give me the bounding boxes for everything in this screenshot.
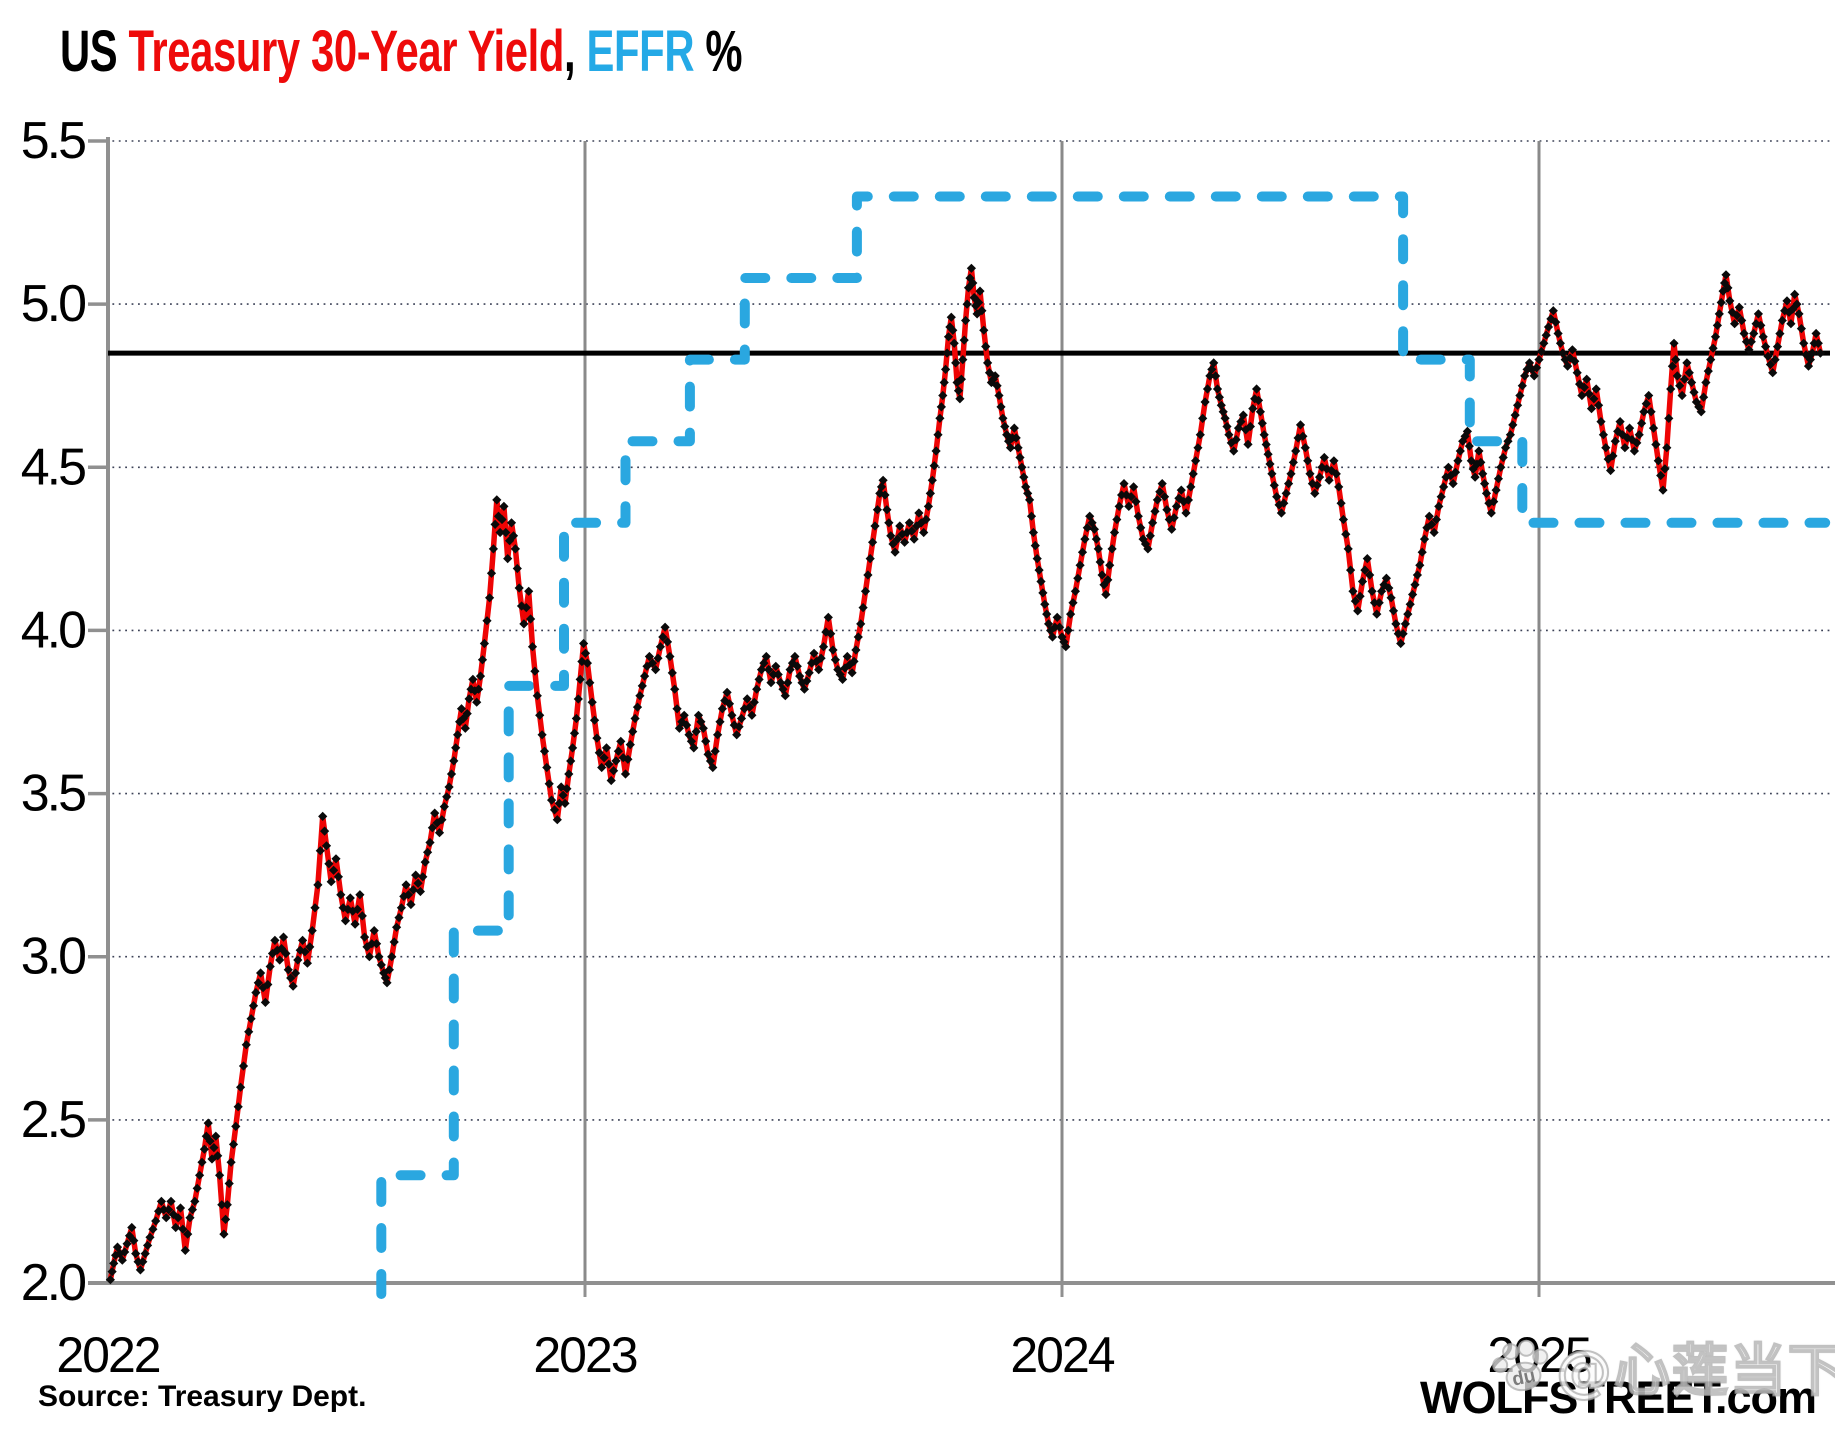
paw-icon: du — [1492, 1339, 1549, 1391]
title-percent: % — [694, 19, 743, 84]
x-tick-label: 2022 — [56, 1327, 159, 1383]
chart-title: US Treasury 30-Year Yield, EFFR % — [60, 18, 742, 85]
y-tick-label: 5.0 — [21, 275, 85, 333]
data-point-markers — [105, 263, 1825, 1285]
x-tick-label: 2024 — [1010, 1327, 1114, 1383]
effr-step-line — [376, 191, 1831, 1299]
title-effr: EFFR — [586, 19, 695, 84]
title-treasury-yield: Treasury 30-Year Yield — [128, 19, 565, 84]
y-tick-label: 2.0 — [21, 1254, 85, 1312]
title-comma: , — [564, 19, 587, 84]
x-tick-label: 2023 — [533, 1327, 636, 1383]
paw-icon-label: du — [1510, 1365, 1537, 1390]
title-us: US — [60, 19, 129, 84]
y-tick-label: 4.5 — [21, 438, 85, 496]
source-label: Source: Treasury Dept. — [38, 1380, 367, 1413]
y-tick-label: 5.5 — [21, 112, 85, 170]
branding-label: WOLFSTREET.com — [1419, 1372, 1817, 1423]
y-tick-label: 3.5 — [21, 765, 85, 823]
watermark-handle: @心莲当下 — [1555, 1338, 1835, 1405]
y-tick-label: 4.0 — [21, 601, 85, 659]
y-tick-label: 3.0 — [21, 928, 85, 986]
y-tick-label: 2.5 — [21, 1091, 85, 1149]
watermark: du @心莲当下 — [1488, 1326, 1835, 1407]
treasury-yield-line — [107, 265, 1824, 1283]
